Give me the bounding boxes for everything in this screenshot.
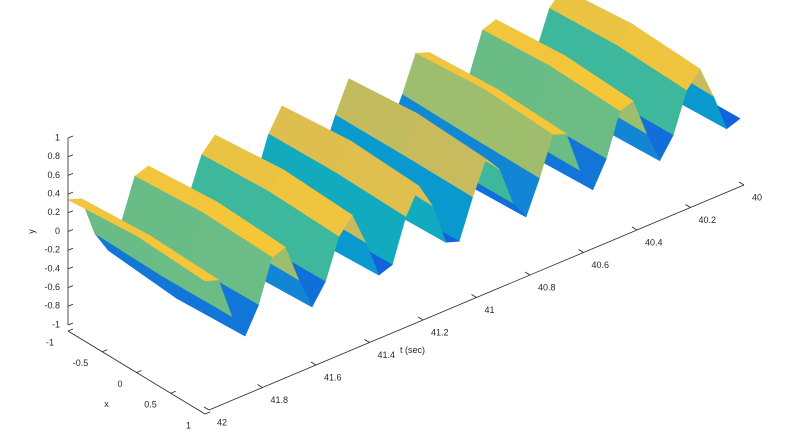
x-tick-label: 0 [117, 379, 122, 389]
t-tick-label: 41.8 [271, 395, 289, 405]
tick-mark [67, 154, 74, 158]
tick-mark [204, 411, 211, 415]
t-tick-label: 40.2 [699, 215, 717, 225]
y-tick-label: 0.6 [47, 170, 60, 180]
tick-mark [364, 339, 370, 343]
tick-mark [417, 316, 424, 321]
tick-mark [310, 361, 317, 366]
tick-mark [67, 303, 74, 307]
t-tick-label: 40 [752, 192, 762, 202]
y-tick-label: -0.6 [44, 282, 60, 292]
tick-mark [67, 135, 74, 139]
tick-mark [578, 249, 584, 253]
y-tick-label: 1 [55, 132, 60, 142]
tick-mark [203, 406, 210, 411]
tick-mark [67, 247, 74, 251]
tick-mark [631, 226, 638, 231]
t-tick-label: 41.6 [324, 372, 342, 382]
y-tick-label: 0.2 [47, 207, 60, 217]
tick-mark [524, 271, 531, 276]
tick-mark [67, 328, 74, 332]
tick-mark [471, 294, 477, 298]
x-tick-label: -1 [46, 337, 54, 347]
tick-mark [67, 191, 74, 195]
t-tick-label: 41.4 [378, 350, 396, 360]
t-tick-label: 41.2 [431, 327, 449, 337]
y-axis-label: y [26, 229, 36, 234]
tick-mark [136, 370, 142, 373]
tick-mark [67, 285, 74, 288]
y-tick-label: -0.4 [44, 263, 60, 273]
x-tick-label: 0.5 [144, 400, 157, 410]
tick-mark [67, 266, 74, 270]
t-tick-label: 40.4 [645, 237, 663, 247]
y-tick-label: -0.8 [44, 301, 60, 311]
x-tick-label: 1 [186, 420, 191, 430]
tick-mark [685, 204, 691, 208]
t-tick-label: 42 [217, 417, 227, 427]
tick-mark [67, 229, 74, 232]
y-tick-label: -0.2 [44, 245, 60, 255]
x-tick-label: -0.5 [73, 358, 89, 368]
tick-mark [67, 322, 74, 326]
tick-mark [257, 384, 263, 388]
t-tick-label: 40.6 [592, 260, 610, 270]
tick-mark [738, 181, 745, 186]
x-axis-label: x [104, 399, 109, 409]
surface [66, 0, 741, 337]
y-tick-label: 0 [55, 226, 60, 236]
tick-mark [102, 349, 108, 353]
t-tick-label: 40.8 [538, 282, 556, 292]
y-tick-label: -1 [52, 319, 60, 329]
axes: -1 -0.8 -0.6 -0.4 -0.2 0 0.2 0.4 0.6 0.8 1 -1 -0.5 0 0… [26, 132, 762, 430]
tick-mark [67, 173, 74, 176]
surface-patch [135, 235, 220, 282]
tick-mark [67, 210, 74, 214]
t-tick-label: 41 [485, 305, 495, 315]
tick-mark [170, 390, 176, 394]
y-tick-label: 0.8 [47, 151, 60, 161]
y-tick-label: 0.4 [47, 188, 60, 198]
t-axis-label: t (sec) [400, 345, 425, 355]
